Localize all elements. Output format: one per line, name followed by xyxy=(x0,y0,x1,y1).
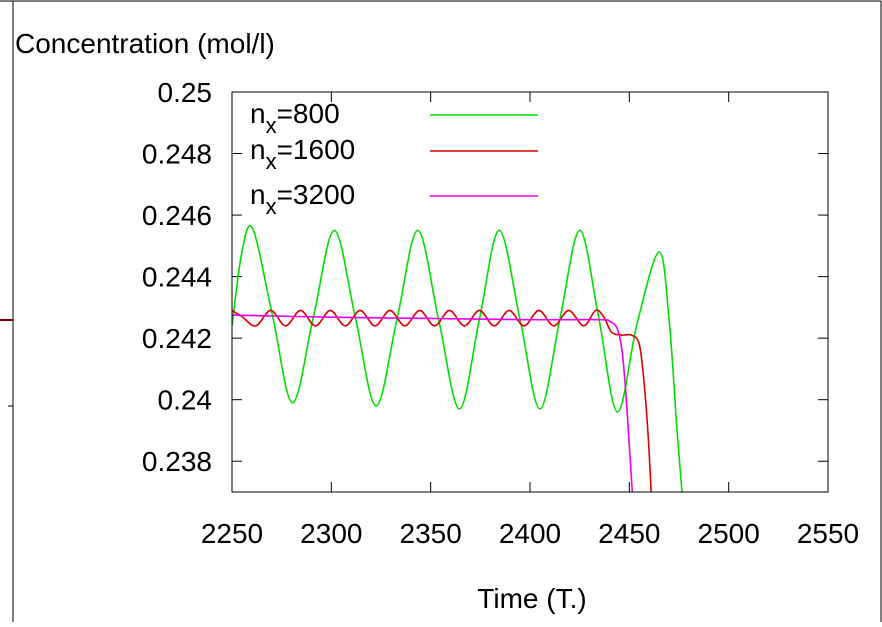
x-tick-label: 2250 xyxy=(201,518,263,549)
legend-label: nx=1600 xyxy=(250,134,355,174)
legend-label: nx=800 xyxy=(250,98,340,138)
x-tick-label: 2400 xyxy=(499,518,561,549)
y-tick-label: 0.24 xyxy=(158,385,213,416)
y-tick-label: 0.246 xyxy=(142,200,212,231)
x-tick-label: 2450 xyxy=(598,518,660,549)
series-line-3200 xyxy=(232,314,634,492)
x-tick-label: 2500 xyxy=(698,518,760,549)
series-layer xyxy=(232,224,683,492)
legend-label: nx=3200 xyxy=(250,179,355,219)
x-tick-label: 2300 xyxy=(300,518,362,549)
y-tick-label: 0.238 xyxy=(142,446,212,477)
series-line-1600 xyxy=(232,309,652,492)
x-tick-label: 2550 xyxy=(797,518,859,549)
y-tick-label: 0.242 xyxy=(142,323,212,354)
y-tick-label: 0.25 xyxy=(158,77,213,108)
x-tick-label: 2350 xyxy=(400,518,462,549)
ticks-layer: 2250 2300 2350 2400 2450 2500 2550 0.238 0.24 0.2… xyxy=(142,77,859,549)
y-axis-label: Concentration (mol/l) xyxy=(15,28,275,59)
plot-border xyxy=(231,91,829,493)
y-tick-label: 0.244 xyxy=(142,262,212,293)
x-axis-label: Time (T.) xyxy=(477,583,586,614)
series-line-800 xyxy=(232,224,683,492)
y-tick-label: 0.248 xyxy=(142,139,212,170)
